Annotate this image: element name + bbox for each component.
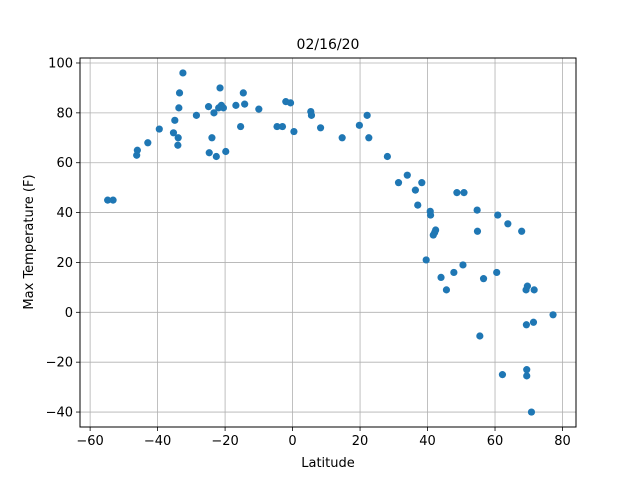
x-tick-label: 80 (554, 434, 571, 449)
y-axis-label: Max Temperature (F) (22, 174, 37, 309)
y-tick-label: 100 (48, 56, 73, 71)
data-point (255, 105, 263, 113)
data-point (171, 116, 179, 124)
data-point (530, 286, 538, 294)
x-tick-label: 0 (288, 434, 296, 449)
data-point (476, 332, 484, 340)
data-point (414, 201, 422, 209)
data-point (169, 129, 178, 137)
data-point (473, 227, 482, 235)
data-point (418, 179, 426, 187)
plot-frame (79, 57, 577, 428)
data-point (144, 139, 152, 147)
x-tick-label: −60 (76, 434, 103, 449)
data-point (273, 122, 281, 131)
data-point (290, 127, 298, 136)
data-point (210, 109, 218, 117)
data-points (104, 69, 557, 416)
data-point (437, 273, 445, 282)
data-point (192, 111, 201, 119)
data-point (307, 111, 316, 119)
data-point (133, 146, 141, 154)
y-tick-label: −40 (46, 406, 73, 421)
data-point (174, 141, 182, 149)
data-point (523, 366, 531, 374)
grid-lines (80, 58, 576, 427)
data-point (109, 196, 117, 204)
data-point (394, 179, 403, 187)
data-point (411, 186, 419, 194)
x-tick-label: 40 (419, 434, 436, 449)
data-point (498, 371, 507, 379)
data-point (403, 171, 411, 179)
data-point (208, 134, 216, 142)
data-point (316, 124, 325, 132)
data-point (459, 261, 467, 269)
y-tick-label: 0 (65, 306, 73, 321)
data-point (494, 211, 502, 219)
data-point (453, 189, 461, 197)
data-point (205, 149, 213, 157)
data-point (104, 196, 112, 204)
data-point (355, 121, 363, 129)
data-point (219, 104, 228, 112)
data-point (529, 318, 538, 326)
data-point (175, 104, 183, 112)
data-point (450, 268, 458, 277)
y-tick-label: 60 (56, 156, 73, 171)
x-axis-label: Latitude (301, 456, 355, 471)
data-point (237, 122, 245, 131)
data-point (493, 268, 501, 277)
data-point (518, 227, 526, 235)
data-point (442, 286, 451, 294)
x-tick-label: −20 (211, 434, 238, 449)
data-point (286, 99, 295, 107)
data-point (426, 211, 435, 219)
data-point (460, 189, 468, 197)
data-point (155, 125, 163, 133)
x-tick-label: 60 (487, 434, 504, 449)
data-point (504, 220, 512, 228)
data-point (527, 408, 536, 416)
data-point (232, 101, 240, 109)
data-point (212, 152, 220, 161)
data-point (549, 311, 557, 319)
x-tick-label: −40 (144, 434, 171, 449)
data-point (338, 134, 346, 142)
data-point (473, 206, 481, 214)
data-point (365, 134, 373, 142)
data-point (523, 282, 532, 290)
x-axis-ticks: −60 −40 −20 0 20 40 60 80 (76, 427, 571, 449)
data-point (204, 103, 213, 111)
data-point (363, 111, 371, 119)
data-point (278, 122, 287, 131)
data-point (241, 100, 249, 108)
data-point (383, 152, 391, 161)
y-tick-label: 40 (56, 206, 73, 221)
data-point (522, 321, 531, 329)
x-tick-label: 20 (352, 434, 369, 449)
y-tick-label: 20 (56, 256, 73, 271)
data-point (422, 256, 430, 264)
y-tick-label: 80 (56, 106, 73, 121)
y-axis-ticks: −40 −20 0 20 40 60 80 100 (46, 56, 80, 421)
data-point (479, 275, 488, 283)
data-point (432, 226, 440, 234)
data-point (523, 372, 531, 380)
data-point (179, 69, 187, 77)
y-tick-label: −20 (46, 356, 73, 371)
data-point (174, 134, 182, 142)
data-point (222, 147, 230, 156)
chart-title: 02/16/20 (297, 37, 360, 53)
data-point (216, 84, 224, 92)
data-point (239, 89, 247, 97)
data-point (175, 89, 184, 97)
